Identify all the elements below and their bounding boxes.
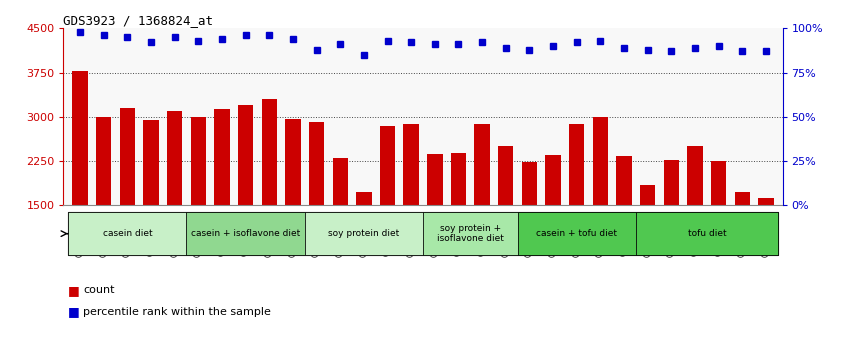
- Bar: [640, 185, 656, 205]
- Text: casein + tofu diet: casein + tofu diet: [536, 229, 618, 238]
- Bar: [96, 117, 112, 205]
- Bar: [356, 192, 371, 205]
- Text: ■: ■: [68, 305, 80, 318]
- Text: soy protein diet: soy protein diet: [328, 229, 399, 238]
- Bar: [332, 158, 348, 205]
- Bar: [285, 119, 300, 205]
- Bar: [569, 125, 585, 205]
- Bar: [663, 160, 679, 205]
- Text: tofu diet: tofu diet: [688, 229, 726, 238]
- Bar: [593, 117, 608, 205]
- Bar: [498, 146, 514, 205]
- Bar: [518, 212, 636, 255]
- Text: casein diet: casein diet: [102, 229, 152, 238]
- Bar: [522, 162, 537, 205]
- Bar: [734, 192, 750, 205]
- Bar: [636, 212, 777, 255]
- Text: ■: ■: [68, 284, 80, 297]
- Bar: [758, 198, 774, 205]
- Bar: [261, 99, 277, 205]
- Text: count: count: [83, 285, 114, 295]
- Bar: [546, 155, 561, 205]
- Bar: [427, 154, 442, 205]
- Text: GDS3923 / 1368824_at: GDS3923 / 1368824_at: [63, 14, 213, 27]
- Bar: [404, 125, 419, 205]
- Bar: [423, 212, 518, 255]
- Bar: [617, 156, 632, 205]
- Bar: [309, 121, 324, 205]
- Bar: [186, 212, 305, 255]
- Bar: [190, 117, 206, 205]
- Text: percentile rank within the sample: percentile rank within the sample: [83, 307, 271, 316]
- Bar: [143, 120, 159, 205]
- Bar: [69, 212, 186, 255]
- Bar: [475, 125, 490, 205]
- Bar: [711, 161, 727, 205]
- Bar: [238, 105, 253, 205]
- Bar: [380, 126, 395, 205]
- Bar: [451, 153, 466, 205]
- Bar: [119, 108, 135, 205]
- Bar: [687, 146, 703, 205]
- Bar: [214, 109, 229, 205]
- Bar: [167, 111, 183, 205]
- Text: casein + isoflavone diet: casein + isoflavone diet: [191, 229, 300, 238]
- Bar: [72, 71, 88, 205]
- Bar: [305, 212, 423, 255]
- Text: soy protein +
isoflavone diet: soy protein + isoflavone diet: [437, 224, 503, 243]
